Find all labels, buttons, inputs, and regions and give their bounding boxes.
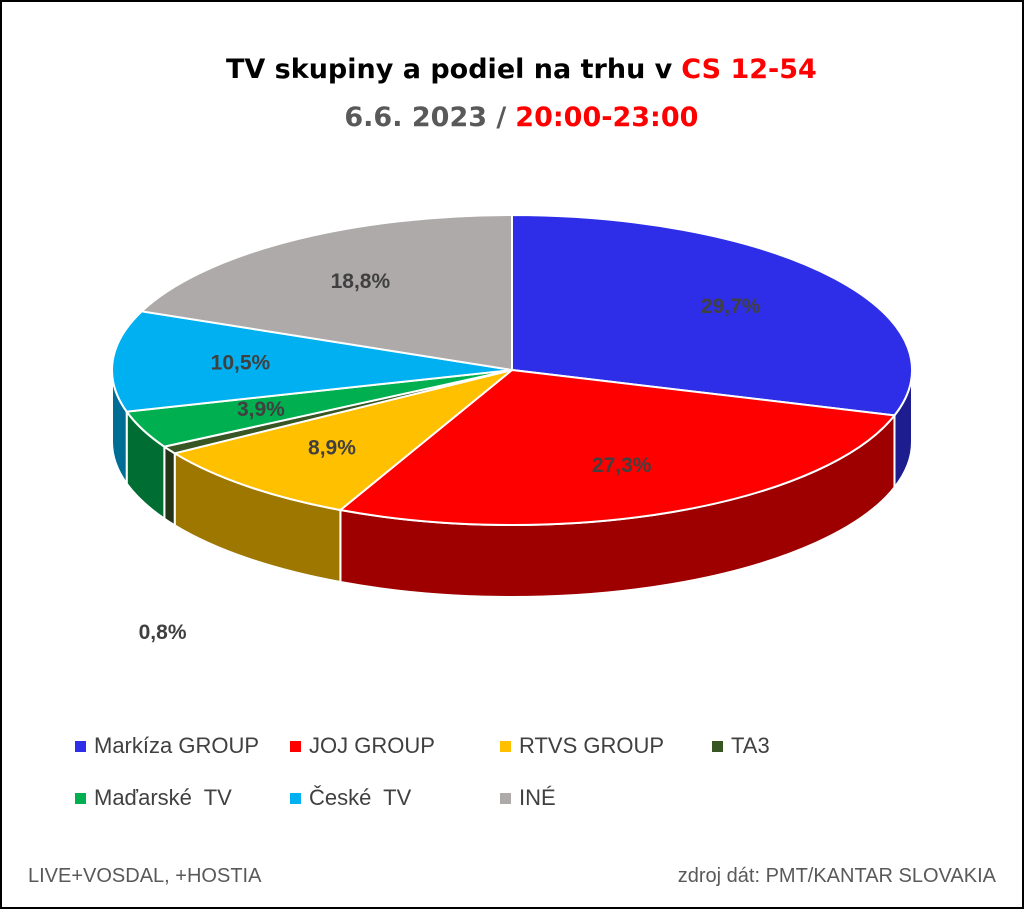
legend-label: INÉ [519,785,556,810]
legend-label: Maďarské TV [94,785,232,810]
legend-swatch [290,793,301,804]
legend-swatch [500,793,511,804]
chart-title: TV skupiny a podiel na trhu v CS 12-54 [179,54,845,85]
data-label: 27,3% [592,454,652,477]
pie-slice [172,369,513,512]
data-label: 3,9% [237,398,285,421]
title-part: CS 12-54 [681,54,817,85]
legend-swatch [75,741,86,752]
data-label: 29,7% [701,295,761,318]
legend-swatch [500,741,511,752]
data-label: 18,8% [331,270,391,293]
data-label: 10,5% [211,351,271,374]
legend-swatch [290,741,301,752]
legend-label: TA3 [731,733,770,758]
data-label: 0,8% [139,621,187,644]
legend-swatch [75,793,86,804]
pie-slice [111,310,513,413]
pie-slice [511,213,913,417]
pie-slice [139,213,513,372]
data-labels: 29,7% 27,3% 8,9% 0,8% 3,9% 10,5% 18,8% [139,270,761,644]
subtitle-part: 20:00-23:00 [515,102,698,133]
note: zdroj dát: PMT/KANTAR SLOVAKIA [678,865,997,887]
legend-label: Markíza GROUP [94,733,259,758]
legend-label: RTVS GROUP [519,733,664,758]
chart-subtitle: 6.6. 2023 / 20:00-23:00 [297,102,726,133]
pie-side [163,444,176,528]
data-label: 8,9% [308,437,356,460]
pie-slice [338,368,897,526]
legend: Markíza GROUP JOJ GROUP RTVS GROUP TA3 Maďar… [75,733,770,810]
pie-tops [111,213,913,526]
note: LIVE+VOSDAL, +HOSTIA [28,865,262,887]
title-part: TV skupiny a podiel na trhu v [226,54,673,85]
legend-label: JOJ GROUP [309,733,435,758]
legend-label: České TV [309,785,412,810]
subtitle-part: 6.6. 2023 / [344,102,506,133]
legend-swatch [712,741,723,752]
